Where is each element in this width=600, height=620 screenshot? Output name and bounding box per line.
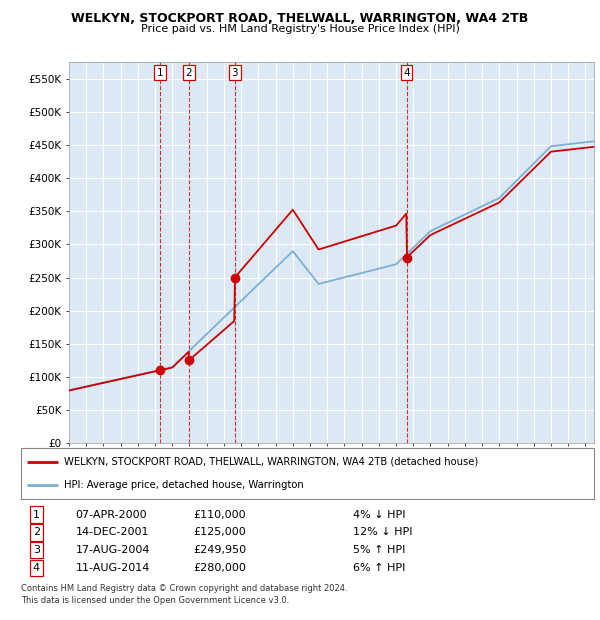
Text: 2: 2 bbox=[33, 528, 40, 538]
Text: WELKYN, STOCKPORT ROAD, THELWALL, WARRINGTON, WA4 2TB: WELKYN, STOCKPORT ROAD, THELWALL, WARRIN… bbox=[71, 12, 529, 25]
Text: 17-AUG-2004: 17-AUG-2004 bbox=[76, 545, 150, 556]
Text: WELKYN, STOCKPORT ROAD, THELWALL, WARRINGTON, WA4 2TB (detached house): WELKYN, STOCKPORT ROAD, THELWALL, WARRIN… bbox=[64, 457, 478, 467]
Text: 6% ↑ HPI: 6% ↑ HPI bbox=[353, 563, 406, 573]
Text: 07-APR-2000: 07-APR-2000 bbox=[76, 510, 147, 520]
Text: £110,000: £110,000 bbox=[193, 510, 245, 520]
Text: 4: 4 bbox=[403, 68, 410, 78]
Text: 5% ↑ HPI: 5% ↑ HPI bbox=[353, 545, 406, 556]
Text: 2: 2 bbox=[185, 68, 192, 78]
Text: 11-AUG-2014: 11-AUG-2014 bbox=[76, 563, 150, 573]
Text: 1: 1 bbox=[157, 68, 163, 78]
Text: Contains HM Land Registry data © Crown copyright and database right 2024.
This d: Contains HM Land Registry data © Crown c… bbox=[21, 584, 347, 605]
Text: 1: 1 bbox=[33, 510, 40, 520]
Text: £249,950: £249,950 bbox=[193, 545, 246, 556]
Text: 3: 3 bbox=[33, 545, 40, 556]
Text: £280,000: £280,000 bbox=[193, 563, 246, 573]
Text: 3: 3 bbox=[232, 68, 238, 78]
Text: Price paid vs. HM Land Registry's House Price Index (HPI): Price paid vs. HM Land Registry's House … bbox=[140, 24, 460, 33]
Text: £125,000: £125,000 bbox=[193, 528, 245, 538]
Text: 4: 4 bbox=[33, 563, 40, 573]
Text: 14-DEC-2001: 14-DEC-2001 bbox=[76, 528, 149, 538]
Text: HPI: Average price, detached house, Warrington: HPI: Average price, detached house, Warr… bbox=[64, 480, 304, 490]
Text: 4% ↓ HPI: 4% ↓ HPI bbox=[353, 510, 406, 520]
Text: 12% ↓ HPI: 12% ↓ HPI bbox=[353, 528, 413, 538]
